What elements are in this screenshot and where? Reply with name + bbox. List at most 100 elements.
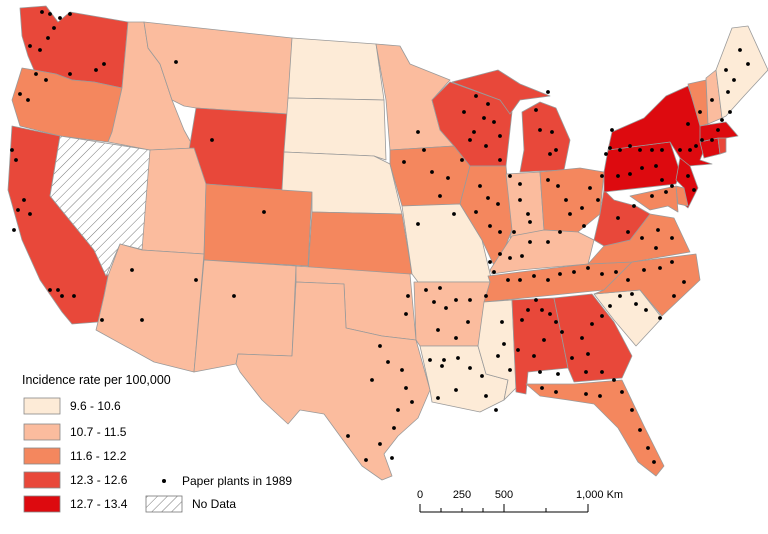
- paper-plant-marker: [616, 216, 620, 220]
- paper-plant-marker: [560, 330, 564, 334]
- paper-plant-marker: [646, 446, 650, 450]
- paper-plant-marker: [436, 328, 440, 332]
- paper-plant-marker: [528, 240, 532, 244]
- scale-tick-500: 500: [495, 489, 513, 501]
- state-fl: [525, 379, 665, 477]
- paper-plant-marker: [534, 108, 538, 112]
- paper-plant-marker: [720, 118, 724, 122]
- paper-plant-marker: [22, 198, 26, 202]
- paper-plant-marker: [660, 178, 664, 182]
- paper-plant-marker: [174, 60, 178, 64]
- state-de: [675, 185, 689, 207]
- paper-plant-marker: [194, 278, 198, 282]
- paper-plant-marker: [508, 174, 512, 178]
- paper-plant-marker: [586, 352, 590, 356]
- paper-plant-marker: [682, 280, 686, 284]
- legend-label-2: 10.7 - 11.5: [70, 425, 127, 439]
- paper-plant-marker: [68, 72, 72, 76]
- paper-plant-marker: [738, 48, 742, 52]
- paper-plant-marker: [518, 198, 522, 202]
- paper-plant-marker: [488, 260, 492, 264]
- paper-plant-marker: [102, 62, 106, 66]
- paper-plant-marker: [482, 116, 486, 120]
- paper-plant-marker: [580, 206, 584, 210]
- legend-swatch-2: [23, 423, 61, 441]
- paper-plant-marker: [612, 378, 616, 382]
- paper-plant-marker: [554, 148, 558, 152]
- state-ma: [699, 121, 739, 143]
- paper-plant-marker: [710, 138, 714, 142]
- scale-bar: 0 250 500 1,000 Km: [417, 489, 623, 513]
- paper-plant-marker: [540, 386, 544, 390]
- paper-plant-marker: [492, 120, 496, 124]
- paper-plant-marker: [600, 272, 604, 276]
- paper-plant-marker: [716, 128, 720, 132]
- legend-label-1: 9.6 - 10.6: [70, 399, 121, 413]
- paper-plant-marker: [508, 368, 512, 372]
- paper-plant-marker: [346, 434, 350, 438]
- paper-plant-marker: [618, 294, 622, 298]
- paper-plant-marker: [640, 236, 644, 240]
- paper-plant-marker: [390, 456, 394, 460]
- paper-plant-marker: [650, 194, 654, 198]
- paper-plant-marker: [546, 278, 550, 282]
- paper-plant-marker: [14, 158, 18, 162]
- paper-plant-marker: [488, 224, 492, 228]
- paper-plant-marker: [378, 344, 382, 348]
- paper-plant-marker: [474, 94, 478, 98]
- paper-plant-marker: [484, 294, 488, 298]
- paper-plant-marker: [600, 314, 604, 318]
- paper-plant-marker: [454, 336, 458, 340]
- paper-plant-marker: [532, 354, 536, 358]
- paper-plant-marker: [364, 458, 368, 462]
- paper-plant-marker: [438, 194, 442, 198]
- paper-plant-marker: [534, 298, 538, 302]
- paper-plant-marker: [400, 368, 404, 372]
- paper-plant-marker: [378, 442, 382, 446]
- paper-plant-marker: [370, 378, 374, 382]
- paper-plant-marker: [642, 268, 646, 272]
- paper-plant-marker: [498, 158, 502, 162]
- paper-plant-marker: [558, 272, 562, 276]
- state-co: [203, 183, 313, 267]
- paper-plant-marker: [638, 148, 642, 152]
- paper-plant-marker: [478, 184, 482, 188]
- paper-plant-marker: [424, 288, 428, 292]
- paper-plant-marker: [614, 270, 618, 274]
- paper-plant-marker: [484, 144, 488, 148]
- paper-plant-marker: [468, 138, 472, 142]
- paper-plant-marker: [466, 320, 470, 324]
- paper-plant-marker: [546, 240, 550, 244]
- paper-plant-marker: [632, 204, 636, 208]
- paper-plant-marker: [580, 336, 584, 340]
- paper-plant-marker: [474, 210, 478, 214]
- paper-plant-marker: [548, 312, 552, 316]
- paper-plant-marker: [498, 252, 502, 256]
- legend: Incidence rate per 100,000 9.6 - 10.6 10…: [22, 373, 292, 513]
- paper-plant-marker: [16, 208, 20, 212]
- paper-plant-marker: [38, 48, 42, 52]
- paper-plant-marker: [500, 320, 504, 324]
- state-ia: [389, 145, 471, 207]
- paper-plant-marker: [638, 428, 642, 432]
- paper-plant-marker: [462, 110, 466, 114]
- paper-plant-marker: [650, 148, 654, 152]
- paper-plant-marker: [540, 308, 544, 312]
- legend-plant-dot: [162, 479, 166, 483]
- paper-plant-marker: [100, 318, 104, 322]
- paper-plant-marker: [630, 408, 634, 412]
- legend-label-4: 12.3 - 12.6: [70, 473, 128, 487]
- state-nc: [593, 253, 701, 317]
- paper-plant-marker: [392, 426, 396, 430]
- paper-plant-marker: [442, 358, 446, 362]
- scale-tick-0: 0: [417, 489, 423, 501]
- paper-plant-marker: [48, 288, 52, 292]
- paper-plant-marker: [468, 298, 472, 302]
- state-in: [505, 171, 545, 239]
- paper-plant-marker: [472, 130, 476, 134]
- paper-plant-marker: [608, 304, 612, 308]
- paper-plant-marker: [496, 202, 500, 206]
- scale-tick-250: 250: [453, 489, 471, 501]
- paper-plant-marker: [512, 230, 516, 234]
